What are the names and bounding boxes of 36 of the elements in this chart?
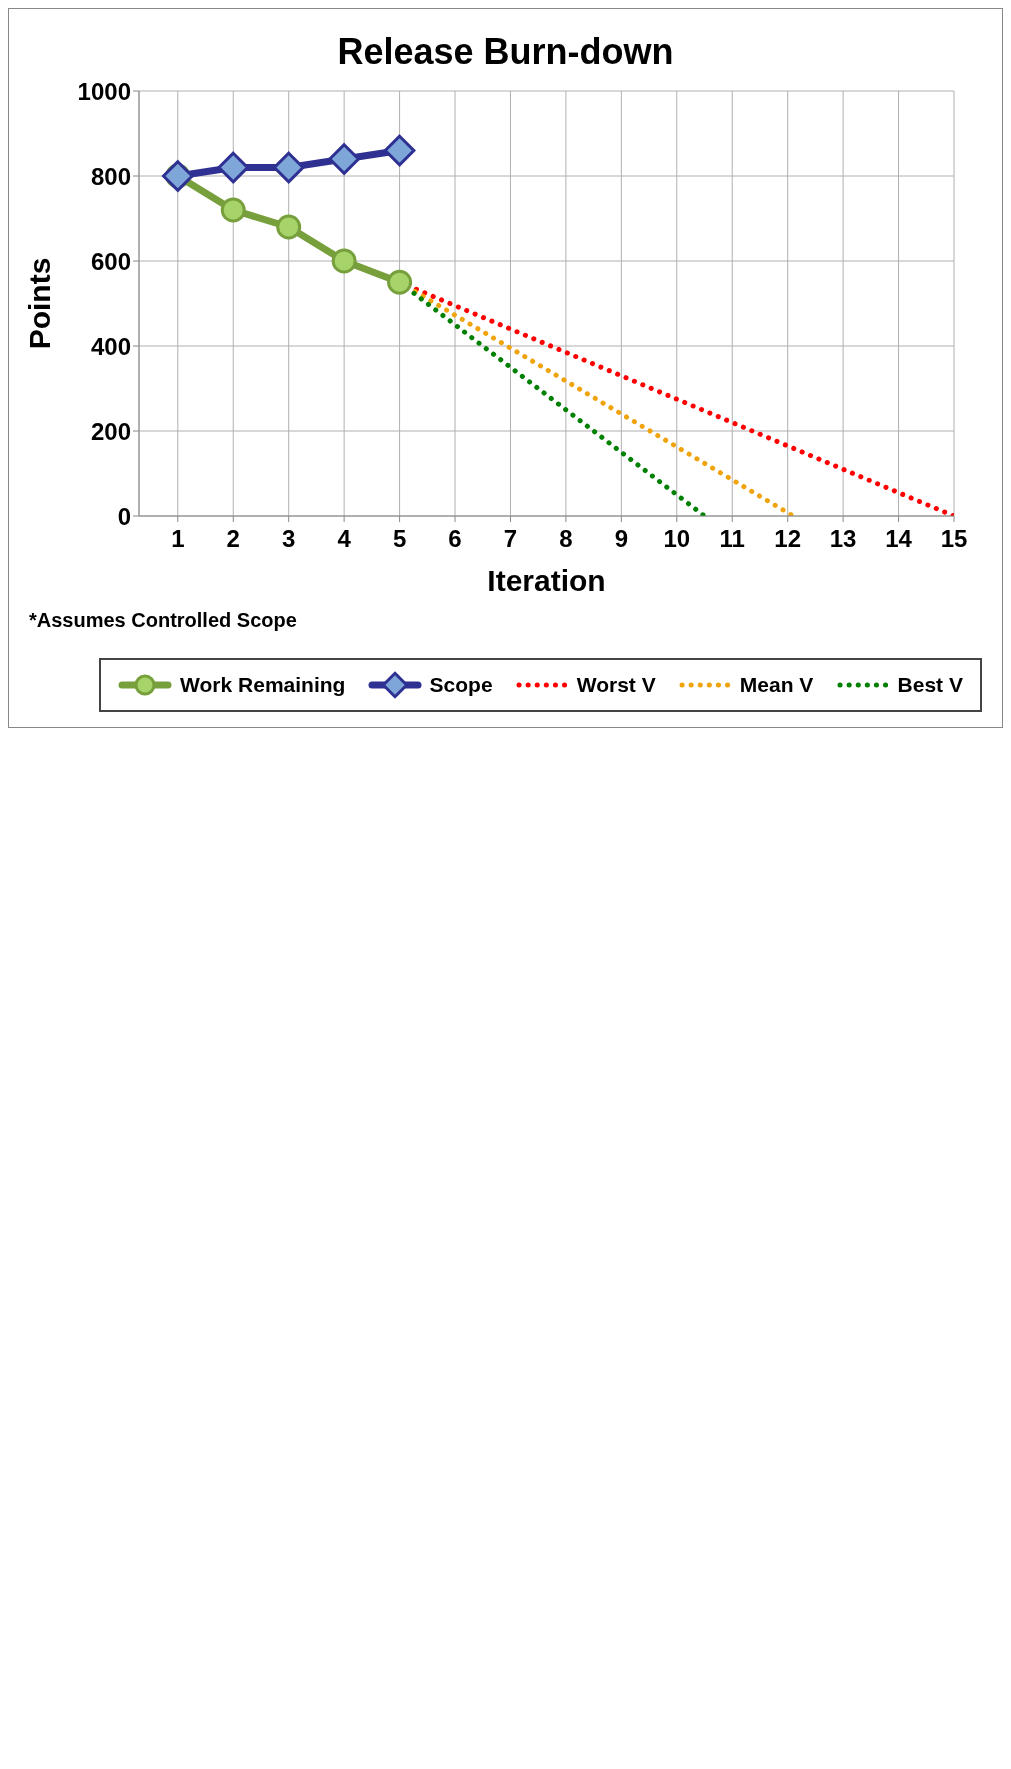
x-tick-label: 14 (885, 525, 913, 553)
x-tick-label: 10 (663, 525, 691, 553)
legend-label: Work Remaining (180, 673, 346, 697)
x-tick-label: 5 (392, 525, 407, 553)
point (328, 143, 360, 175)
point (220, 197, 246, 223)
y-tick-label: 0 (117, 502, 131, 530)
y-tick-label: 600 (90, 247, 131, 275)
x-tick-label: 8 (559, 525, 573, 553)
x-tick-label: 3 (282, 525, 296, 553)
x-tick-label: 7 (503, 525, 518, 553)
point (383, 134, 416, 167)
chart-title: Release Burn-down (337, 31, 674, 72)
x-tick-label: 15 (940, 525, 968, 553)
y-tick-label: 400 (90, 332, 131, 360)
x-tick-label: 6 (448, 525, 462, 553)
y-tick-label: 1000 (77, 77, 131, 105)
x-tick-label: 2 (226, 525, 240, 553)
point (331, 248, 357, 274)
legend-label: Worst V (576, 673, 656, 697)
x-tick-label: 1 (171, 525, 185, 553)
y-axis-title: Points (22, 257, 56, 350)
point (387, 269, 413, 295)
x-tick-label: 12 (774, 525, 802, 553)
point (276, 214, 302, 240)
legend-label: Mean V (739, 673, 814, 697)
x-axis-title: Iteration (487, 564, 606, 597)
y-tick-label: 200 (90, 417, 131, 445)
legend-label: Best V (897, 673, 963, 697)
y-tick-label: 800 (90, 162, 131, 190)
x-tick-label: 4 (337, 525, 352, 553)
legend-label: Scope (429, 673, 493, 697)
x-tick-label: 11 (719, 525, 745, 553)
text: *Assumes Controlled Scope (29, 609, 297, 632)
x-tick-label: 13 (829, 525, 857, 553)
x-tick-label: 9 (614, 525, 629, 553)
